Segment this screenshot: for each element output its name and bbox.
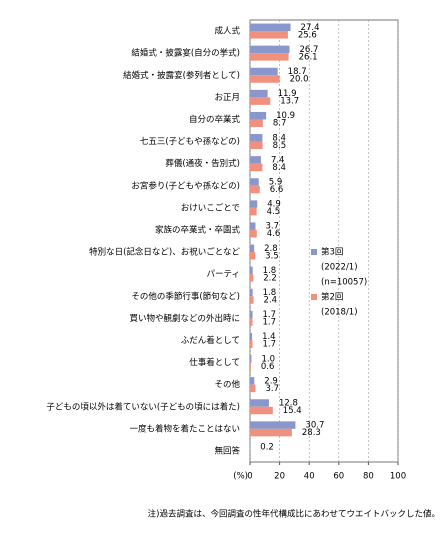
- bar: [250, 164, 262, 172]
- x-tick-label: 40: [304, 472, 315, 482]
- bar: [250, 421, 295, 429]
- y-tick-label: 子どもの頃以外は着ていない(子どもの頃には着た): [46, 401, 240, 412]
- value-label: 2.4: [264, 296, 278, 306]
- value-label: 8.5: [273, 141, 287, 151]
- x-tick-label: 60: [333, 472, 344, 482]
- value-label: 4.6: [267, 229, 281, 239]
- x-tick-label: 100: [390, 472, 406, 482]
- value-label: 1.7: [263, 340, 277, 350]
- plot-frame: [250, 20, 398, 462]
- x-tick-label: 20: [274, 472, 285, 482]
- bar: [250, 252, 255, 259]
- footnote: 注)過去調査は、今回調査の性年代構成比にあわせてウエイトバックした値。: [148, 509, 440, 520]
- bar: [250, 208, 257, 216]
- bar: [250, 230, 257, 238]
- value-label: 0.2: [260, 443, 274, 453]
- value-label: 3.7: [265, 384, 279, 394]
- y-tick-label: 七五三(子どもや孫などの): [140, 136, 240, 147]
- y-tick-label: 無回答: [214, 445, 240, 456]
- bar: [250, 68, 278, 76]
- y-tick-label: 結婚式・披露宴(自分の挙式): [131, 48, 240, 59]
- value-label: 6.6: [270, 185, 284, 195]
- value-label: 26.1: [299, 52, 318, 62]
- legend-label: 第3回: [321, 247, 343, 258]
- bar: [250, 363, 251, 371]
- bar: [250, 75, 280, 83]
- bar: [250, 289, 253, 297]
- bar: [250, 119, 263, 127]
- y-tick-label: 一度も着物を着たことはない: [129, 423, 240, 434]
- value-label: 0.6: [261, 362, 275, 372]
- value-label: 2.2: [263, 273, 277, 283]
- bar: [250, 245, 254, 253]
- y-tick-label: 結婚式・披露宴(参列者として): [123, 70, 240, 81]
- bar: [250, 24, 291, 32]
- value-label: 20.0: [290, 75, 309, 85]
- y-tick-label: お正月: [214, 93, 240, 103]
- value-label: 13.7: [280, 97, 299, 107]
- bar: [250, 267, 253, 275]
- bar: [250, 333, 252, 341]
- y-tick-label: 買い物や観劇などの外出時に: [129, 313, 240, 324]
- bar: [250, 142, 263, 150]
- y-tick-label: 葬儀(通夜・告別式): [165, 158, 240, 169]
- bar: [250, 31, 288, 39]
- bar: [250, 355, 251, 363]
- bar: [250, 318, 253, 326]
- y-tick-label: 成人式: [214, 26, 240, 37]
- value-label: 28.3: [302, 428, 321, 438]
- y-tick-label: 仕事着として: [189, 357, 240, 368]
- x-tick-label: 80: [363, 472, 374, 482]
- bar: [250, 186, 260, 194]
- bar: [250, 200, 257, 208]
- bar: [250, 296, 254, 304]
- value-label: 8.7: [273, 119, 287, 129]
- bar: [250, 377, 254, 385]
- x-tick-label: 0: [247, 472, 252, 482]
- bar: [250, 53, 289, 61]
- value-label: 25.6: [298, 30, 317, 40]
- bar: [250, 97, 270, 105]
- legend-note: (2018/1): [321, 308, 358, 318]
- bar: [250, 178, 259, 186]
- x-axis-label: (%): [233, 472, 248, 482]
- legend-swatch: [311, 294, 317, 300]
- y-tick-label: その他: [214, 379, 240, 390]
- bar: [250, 134, 262, 142]
- y-tick-label: ふだん着として: [181, 335, 240, 346]
- bar: [250, 429, 292, 437]
- y-tick-label: 家族の卒業式・卒園式: [155, 224, 241, 235]
- bar: [250, 311, 253, 319]
- bar: [250, 46, 290, 54]
- y-tick-label: その他の季節行事(節句など): [131, 291, 240, 302]
- bar: [250, 385, 255, 393]
- bar: [250, 274, 253, 282]
- y-tick-label: お宮参り(子どもや孫などの): [131, 180, 240, 191]
- legend-label: 第2回: [321, 292, 343, 303]
- y-tick-label: パーティ: [207, 270, 241, 280]
- value-label: 3.5: [265, 251, 279, 261]
- bar: [250, 222, 255, 230]
- bar: [250, 112, 266, 120]
- value-label: 1.7: [263, 318, 277, 328]
- y-tick-label: 特別な日(記念日など)、お祝いごとなど: [89, 247, 240, 258]
- value-label: 8.4: [272, 163, 286, 173]
- legend-note: (n=10057): [321, 278, 367, 288]
- bar: [250, 407, 273, 415]
- y-tick-label: 自分の卒業式: [189, 114, 241, 125]
- y-tick-label: おけいこごとで: [181, 202, 240, 213]
- value-label: 15.4: [283, 406, 302, 416]
- value-label: 4.5: [267, 207, 281, 217]
- bar: [250, 340, 253, 348]
- legend-note: (2022/1): [321, 263, 358, 273]
- legend-swatch: [311, 249, 317, 255]
- bar: [250, 156, 261, 164]
- bar: [250, 399, 269, 407]
- bar: [250, 90, 268, 98]
